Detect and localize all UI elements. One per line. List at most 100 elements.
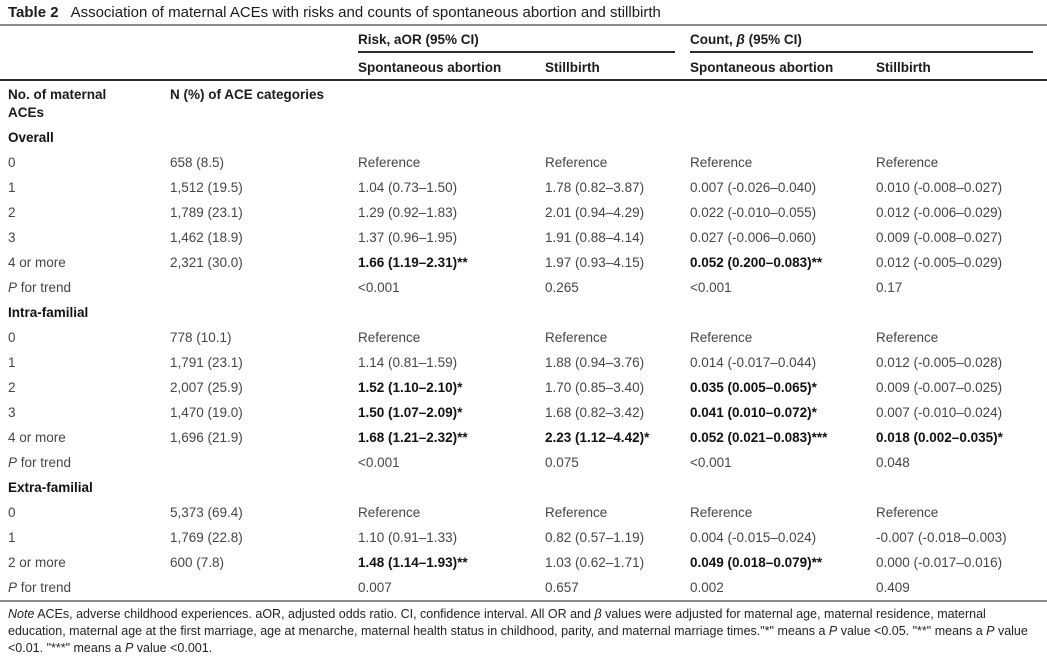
italic-text: Note (8, 607, 35, 621)
table-row: 1 1,512 (19.5) 1.04 (0.73–1.50) 1.78 (0.82–… (0, 175, 1047, 200)
table-cell: 0.014 (-0.017–0.044) (690, 355, 817, 370)
table-cell: 0.022 (-0.010–0.055) (690, 205, 817, 220)
table-cell: 1,470 (19.0) (170, 405, 243, 420)
table-section-row: Intra-familial (0, 300, 1047, 325)
subcolumn-header-row: Spontaneous abortion Stillbirth Spontane… (0, 53, 1047, 79)
table-section-row: Overall (0, 125, 1047, 150)
table-row: 0 658 (8.5) Reference Reference Reference Ref… (0, 150, 1047, 175)
table-number: Table 2 (8, 4, 59, 21)
text: 0 (8, 155, 16, 170)
table-cell: 0.265 (545, 280, 579, 295)
table-cell: 0.035 (0.005–0.065)* (690, 380, 817, 395)
table-cell: 1.78 (0.82–3.87) (545, 180, 645, 195)
table-cell: Reference (690, 155, 753, 170)
text: 3 (8, 230, 16, 245)
table-cell: <0.001 (690, 455, 732, 470)
table-cell: 1,696 (21.9) (170, 430, 243, 445)
colhead-spacer-2 (545, 81, 690, 125)
text: value <0.01. "***" means a (8, 624, 1028, 655)
table-cell: 0.000 (-0.017–0.016) (876, 555, 1003, 570)
table-cell: 0.012 (-0.005–0.028) (876, 355, 1003, 370)
count-spanner: Count, β (95% CI) (690, 26, 1033, 53)
table-cell (170, 275, 358, 300)
table-row: 0 5,373 (69.4) Reference Reference Reference… (0, 500, 1047, 525)
table-cell (170, 450, 358, 475)
table-cell: <0.001 (358, 280, 400, 295)
row-label: 0 (8, 325, 170, 350)
table-cell: 0.009 (-0.008–0.027) (876, 230, 1003, 245)
text: 0 (8, 330, 16, 345)
italic-text: P (124, 641, 134, 655)
table-cell: 1.03 (0.62–1.71) (545, 555, 645, 570)
section-label: Extra-familial (8, 480, 93, 495)
risk-spanner: Risk, aOR (95% CI) (358, 26, 675, 53)
table-cell: 0.657 (545, 580, 579, 595)
italic-text: β (736, 32, 745, 47)
subcol-count-spontaneous-abortion: Spontaneous abortion (690, 60, 834, 75)
table-cell (170, 575, 358, 600)
row-label: 3 (8, 225, 170, 250)
table-cell: -0.007 (-0.018–0.003) (876, 530, 1007, 545)
table-row: 3 1,470 (19.0) 1.50 (1.07–2.09)* 1.68 (0.82… (0, 400, 1047, 425)
italic-text: P (8, 455, 18, 470)
table-body: Overall 0 658 (8.5) Reference Reference Refer… (0, 125, 1047, 600)
bottom-rule (0, 600, 1047, 602)
table-cell: 1.50 (1.07–2.09)* (358, 405, 463, 420)
table-cell: 1.04 (0.73–1.50) (358, 180, 458, 195)
text: 1 (8, 355, 16, 370)
row-label: 3 (8, 400, 170, 425)
italic-text: β (594, 607, 602, 621)
table-cell: 0.052 (0.200–0.083)** (690, 255, 823, 270)
table-cell: <0.001 (690, 280, 732, 295)
text: 1 (8, 180, 16, 195)
colhead-n-of-ace-categories: N (%) of ACE categories (170, 87, 325, 102)
table-cell: 0.041 (0.010–0.072)* (690, 405, 817, 420)
risk-spanner-label: Risk, aOR (95% CI) (358, 32, 479, 47)
table-row: 1 1,769 (22.8) 1.10 (0.91–1.33) 0.82 (0.57–… (0, 525, 1047, 550)
colhead-spacer-1 (358, 81, 545, 125)
table-footnote: Note ACEs, adverse childhood experiences… (0, 602, 1047, 657)
count-spanner-label: Count, β (95% CI) (690, 32, 802, 47)
table-cell: 658 (8.5) (170, 155, 225, 170)
spanner-spacer (8, 26, 358, 53)
table-cell: <0.001 (358, 455, 400, 470)
title-rule (0, 24, 1047, 26)
table-cell: 1.52 (1.10–2.10)* (358, 380, 463, 395)
text: value <0.001. (133, 641, 213, 655)
table-cell: Reference (545, 155, 608, 170)
row-label: 2 or more (8, 550, 170, 575)
table-cell: 0.049 (0.018–0.079)** (690, 555, 823, 570)
table-row: P for trend <0.001 0.265 <0.001 0.17 (0, 275, 1047, 300)
table-cell: 0.018 (0.002–0.035)* (876, 430, 1003, 445)
table-cell: Reference (358, 155, 421, 170)
text: (95% CI) (744, 32, 802, 47)
table-cell: 0.010 (-0.008–0.027) (876, 180, 1003, 195)
colhead-spacer-3 (690, 81, 876, 125)
table-row: 0 778 (10.1) Reference Reference Reference Re… (0, 325, 1047, 350)
row-label: 4 or more (8, 250, 170, 275)
text: 2 or more (8, 555, 66, 570)
text: for trend (17, 580, 72, 595)
text: Count, (690, 32, 737, 47)
table-cell: 1.14 (0.81–1.59) (358, 355, 458, 370)
table-cell: 2.23 (1.12–4.42)* (545, 430, 650, 445)
table-row: P for trend <0.001 0.075 <0.001 0.048 (0, 450, 1047, 475)
row-label: P for trend (8, 275, 170, 300)
text: value <0.05. "**" means a (837, 624, 987, 638)
row-label: 1 (8, 175, 170, 200)
table-cell: Reference (690, 505, 753, 520)
table-cell: 0.007 (-0.026–0.040) (690, 180, 817, 195)
text: 0 (8, 505, 16, 520)
table-cell: Reference (690, 330, 753, 345)
table-row: 2 or more 600 (7.8) 1.48 (1.14–1.93)** 1.03… (0, 550, 1047, 575)
section-label: Intra-familial (8, 305, 89, 320)
header-rule (0, 79, 1047, 81)
table-cell: 0.007 (358, 580, 392, 595)
table-cell: 1,769 (22.8) (170, 530, 243, 545)
table-row: 1 1,791 (23.1) 1.14 (0.81–1.59) 1.88 (0.94–… (0, 350, 1047, 375)
subcol-count-stillbirth: Stillbirth (876, 60, 931, 75)
row-label: P for trend (8, 450, 170, 475)
text: ACEs, adverse childhood experiences. aOR… (34, 607, 595, 621)
row-label: 1 (8, 350, 170, 375)
